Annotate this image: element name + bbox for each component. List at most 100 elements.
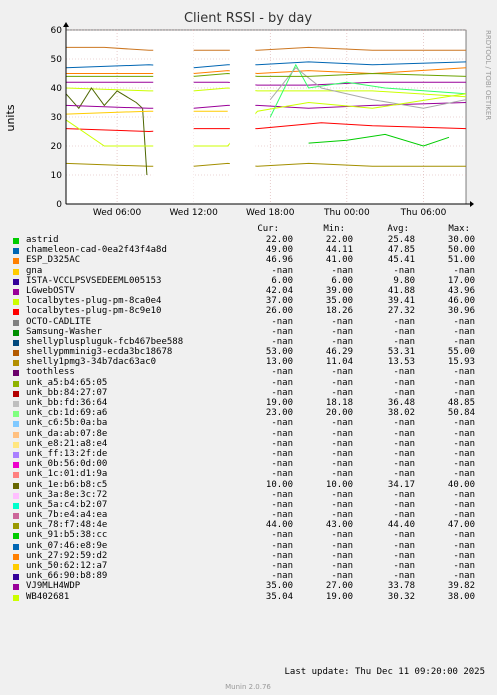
legend-row: LGwebOSTV 42.04 39.00 41.88 43.96 (13, 286, 493, 296)
legend-min: -nan (331, 540, 353, 551)
legend-max: 55.00 (447, 347, 475, 358)
legend-name: shelly1pmg3-34b7dac63ac0 (26, 357, 157, 368)
legend-avg: -nan (393, 499, 415, 510)
legend-name: unk_a5:b4:65:05 (26, 377, 108, 388)
legend-max: 47.00 (447, 520, 475, 531)
legend-min: -nan (331, 418, 353, 429)
legend-name: LGwebOSTV (26, 285, 75, 296)
legend-row: unk_bb:84:27:07 -nan -nan -nan -nan (13, 388, 493, 398)
y-tick-label: 40 (51, 84, 63, 94)
legend-row: unk_c6:5b:0a:ba -nan -nan -nan -nan (13, 418, 493, 428)
rrdtool-side-label: RRDTOOL / TOBI OETIKER (484, 30, 492, 120)
legend-row: ESP_D325AC 46.96 41.00 45.41 51.00 (13, 255, 493, 265)
legend-name: shellypluspluguk-fcb467bee588 (26, 336, 184, 347)
legend-cur: -nan (271, 510, 293, 521)
legend-max: 38.00 (447, 591, 475, 602)
legend-name: ESP_D325AC (26, 255, 81, 266)
legend-min: 20.00 (325, 408, 353, 419)
legend-min: -nan (331, 459, 353, 470)
legend-cur: 42.04 (265, 285, 293, 296)
legend-name: unk_3a:8e:3c:72 (26, 489, 108, 500)
legend-swatch (13, 451, 19, 458)
x-tick-label: Wed 18:00 (246, 208, 295, 218)
legend-name: OCTO-CADLITE (26, 316, 92, 327)
legend-min: 43.00 (325, 520, 353, 531)
legend-row: unk_78:f7:48:4e 44.00 43.00 44.40 47.00 (13, 520, 493, 530)
legend-name: unk_e8:21:a8:e4 (26, 438, 108, 449)
legend-cur: 6.00 (271, 275, 293, 286)
legend-avg: -nan (393, 428, 415, 439)
legend-row: unk_5a:c4:b2:07 -nan -nan -nan -nan (13, 500, 493, 510)
legend-cur: 53.00 (265, 347, 293, 358)
series-line (269, 66, 467, 109)
legend-max: -nan (453, 571, 475, 582)
last-update: Last update: Thu Dec 11 09:20:00 2025 (284, 667, 485, 677)
series-line (66, 46, 466, 51)
legend-max: 30.00 (447, 235, 475, 245)
legend-name: unk_78:f7:48:4e (26, 520, 108, 531)
legend-name: unk_cb:1d:69:a6 (26, 408, 108, 419)
legend-row: unk_da:ab:07:8e -nan -nan -nan -nan (13, 429, 493, 439)
legend-name: unk_50:62:12:a7 (26, 561, 108, 571)
legend-swatch (13, 584, 19, 591)
legend-cur: 35.04 (265, 591, 293, 602)
legend-max: -nan (453, 561, 475, 571)
legend-min: -nan (331, 336, 353, 347)
legend-avg: 34.17 (387, 479, 415, 490)
x-tick-label: Wed 12:00 (169, 208, 218, 218)
legend-min: -nan (331, 326, 353, 337)
legend-swatch (13, 370, 19, 377)
legend-row: toothless -nan -nan -nan -nan (13, 367, 493, 377)
legend-min: -nan (331, 561, 353, 571)
legend-name: toothless (26, 367, 75, 378)
legend-min: -nan (331, 469, 353, 480)
y-tick-label: 0 (56, 200, 62, 210)
legend-row: OCTO-CADLITE -nan -nan -nan -nan (13, 317, 493, 327)
legend-cur: 19.00 (265, 398, 293, 408)
legend-swatch (13, 339, 19, 346)
legend-max: 48.85 (447, 398, 475, 408)
legend-min: -nan (331, 510, 353, 521)
data-gap-mask (229, 31, 256, 204)
legend-cur: -nan (271, 561, 293, 571)
legend-swatch (13, 574, 19, 581)
legend-name: unk_5a:c4:b2:07 (26, 499, 108, 510)
legend-cur: 49.00 (265, 245, 293, 256)
y-axis-label: units (4, 104, 17, 131)
legend-cur: 35.00 (265, 581, 293, 592)
legend-max: 46.00 (447, 296, 475, 307)
legend-name: unk_bb:fd:36:64 (26, 398, 108, 408)
legend-max: 40.00 (447, 479, 475, 490)
data-gap-mask (153, 31, 194, 204)
legend-name: gna (26, 265, 43, 276)
legend-cur: -nan (271, 540, 293, 551)
legend-row: WB402681 35.04 19.00 30.32 38.00 (13, 592, 493, 602)
legend-cur: -nan (271, 367, 293, 378)
series-line (308, 133, 450, 147)
legend-swatch (13, 288, 19, 295)
legend-min: 18.26 (325, 306, 353, 317)
chart-title: Client RSSI - by day (184, 11, 312, 26)
legend-avg: -nan (393, 489, 415, 500)
legend-swatch (13, 299, 19, 306)
legend-row: unk_07:46:e8:9e -nan -nan -nan -nan (13, 541, 493, 551)
legend-min: 19.00 (325, 591, 353, 602)
legend-max: -nan (453, 418, 475, 429)
legend-max: -nan (453, 499, 475, 510)
legend-cur: -nan (271, 438, 293, 449)
legend-min: 35.00 (325, 296, 353, 307)
legend-swatch (13, 360, 19, 367)
legend-avg: -nan (393, 367, 415, 378)
header-max: Max: (448, 224, 470, 234)
legend-swatch (13, 594, 19, 601)
legend-avg: 53.31 (387, 347, 415, 358)
series-line (65, 93, 467, 147)
legend-row: unk_cb:1d:69:a6 23.00 20.00 38.02 50.84 (13, 408, 493, 418)
legend-row: unk_1e:b6:b8:c5 10.00 10.00 34.17 40.00 (13, 480, 493, 490)
y-tick-label: 10 (51, 171, 63, 181)
legend-swatch (13, 513, 19, 520)
legend-max: -nan (453, 510, 475, 521)
legend-cur: 37.00 (265, 296, 293, 307)
legend-cur: 10.00 (265, 479, 293, 490)
legend-cur: -nan (271, 377, 293, 388)
